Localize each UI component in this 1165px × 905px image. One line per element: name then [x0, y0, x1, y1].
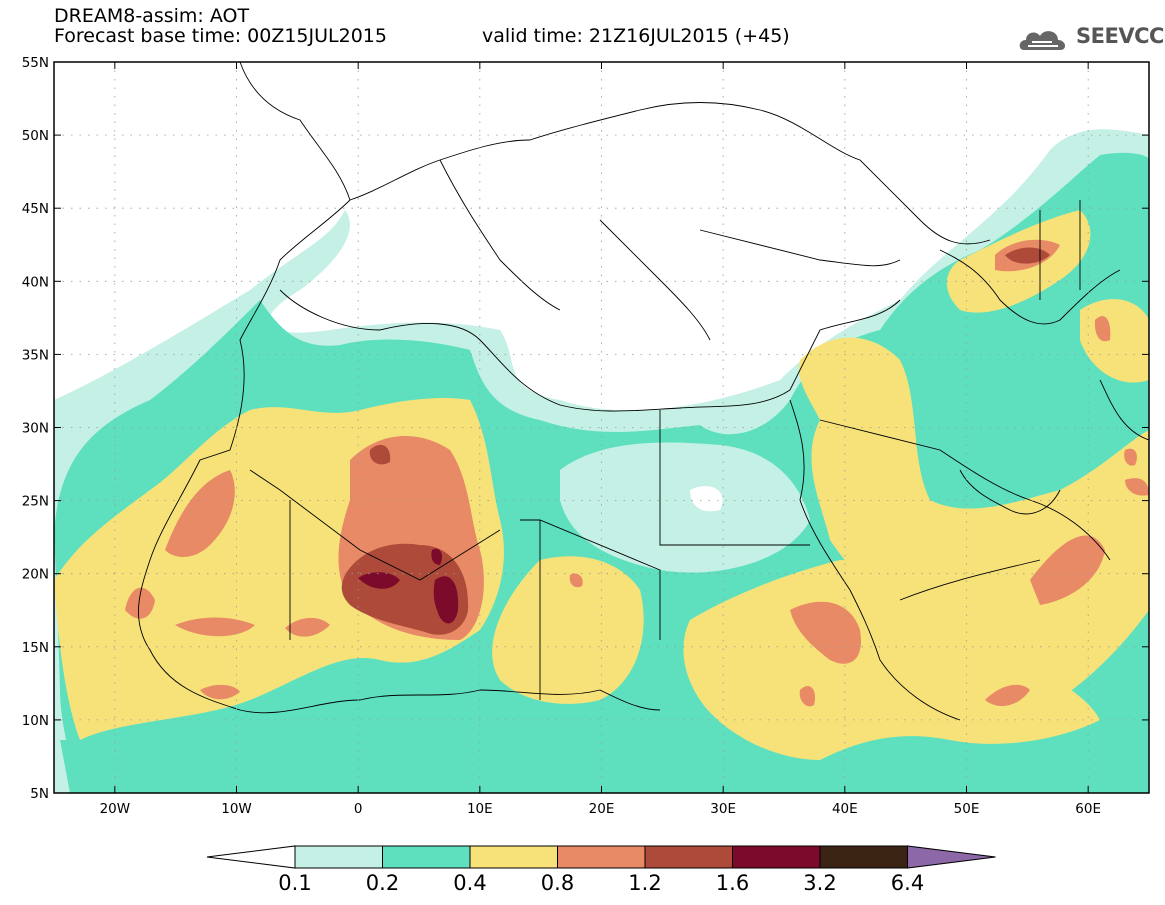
map-title: DREAM8-assim: AOT: [54, 5, 250, 27]
lat-tick-label: 45N: [22, 201, 49, 217]
lon-axis: 20W 10W 0 10E 20E 30E 40E 50E 60E: [100, 62, 1101, 817]
lat-axis: 5N 10N 15N 20N 25N 30N 35N 40N 45N 50N 55N: [22, 55, 1149, 802]
aot-level-1.6: [358, 548, 459, 624]
aot-level-1.2: [341, 247, 1050, 635]
lat-tick-label: 40N: [22, 274, 49, 290]
colorbar-label: 0.8: [541, 871, 574, 895]
lon-tick-label: 20E: [589, 801, 615, 817]
lat-tick-label: 55N: [22, 55, 49, 71]
lat-tick-label: 20N: [22, 567, 49, 583]
forecast-base-time: Forecast base time: 00Z15JUL2015: [54, 25, 387, 47]
lon-tick-label: 20W: [100, 801, 131, 817]
lat-tick-label: 35N: [22, 347, 49, 363]
colorbar-box: [557, 845, 646, 869]
lat-tick-label: 15N: [22, 640, 49, 656]
colorbar-label: 1.2: [628, 871, 661, 895]
cloud-icon: [1019, 31, 1066, 50]
colorbar-box: [382, 845, 471, 869]
valid-time: valid time: 21Z16JUL2015 (+45): [482, 25, 790, 47]
colorbar-box: [294, 845, 383, 869]
colorbar-arrow-low: [206, 845, 296, 869]
lat-tick-label: 30N: [22, 421, 49, 437]
lat-tick-label: 25N: [22, 494, 49, 510]
seevccc-logo: SEEVCCC: [1076, 24, 1165, 48]
colorbar-label: 0.2: [366, 871, 399, 895]
colorbar-arrow-high: [907, 845, 996, 869]
colorbar-box: [644, 845, 733, 869]
colorbar-label: 3.2: [803, 871, 836, 895]
colorbar-label: 6.4: [891, 871, 924, 895]
colorbar-label: 0.4: [453, 871, 486, 895]
lon-tick-label: 0: [354, 801, 363, 817]
colorbar-box: [732, 845, 821, 869]
lon-tick-label: 50E: [954, 801, 980, 817]
coastlines: [138, 62, 1149, 721]
colorbar-label: 1.6: [716, 871, 749, 895]
lon-tick-label: 40E: [832, 801, 858, 817]
colorbar-box: [819, 845, 908, 869]
lon-tick-label: 60E: [1075, 801, 1101, 817]
lon-tick-label: 10W: [221, 801, 252, 817]
map-grid: [54, 61, 1149, 794]
lon-tick-label: 10E: [467, 801, 493, 817]
colorbar-box: [469, 845, 558, 869]
lat-tick-label: 10N: [22, 713, 49, 729]
colorbar: 0.1 0.2 0.4 0.8 1.2 1.6 3.2 6.4: [206, 845, 996, 895]
colorbar-label: 0.1: [278, 871, 311, 895]
lon-tick-label: 30E: [710, 801, 736, 817]
lat-tick-label: 50N: [22, 128, 49, 144]
lat-tick-label: 5N: [30, 786, 49, 802]
